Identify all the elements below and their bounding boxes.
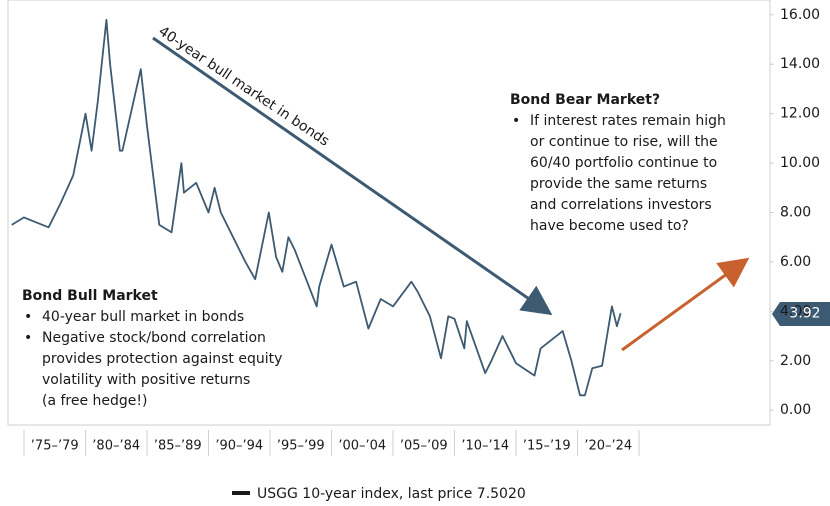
y-tick-label: 14.00: [780, 56, 820, 72]
x-band-label: ’75–’79: [31, 439, 79, 454]
x-band-label: ’05–’09: [400, 439, 448, 454]
annotation-text: or continue to rise, will the: [530, 134, 718, 150]
annotation-text: provides protection against equity: [42, 351, 282, 367]
annotation-text: 40-year bull market in bonds: [42, 309, 244, 325]
annotation-text: have become used to?: [530, 218, 689, 234]
x-band-label: ’00–’04: [338, 439, 386, 454]
annotation-title: Bond Bear Market?: [510, 92, 660, 108]
y-tick-label: 0.00: [780, 402, 811, 418]
annotation-text: 60/40 portfolio continue to: [530, 155, 717, 171]
annotation-text: and correlations investors: [530, 197, 712, 213]
x-band-label: ’20–’24: [584, 439, 632, 454]
x-band-label: ’85–’89: [154, 439, 202, 454]
annotation-text: If interest rates remain high: [530, 113, 726, 129]
annotation-text: (a free hedge!): [42, 393, 148, 409]
annotation-text: provide the same returns: [530, 176, 707, 192]
y-tick-label: 6.00: [780, 254, 811, 270]
annotation-title: Bond Bull Market: [22, 288, 158, 304]
y-tick-label: 2.00: [780, 353, 811, 369]
annotation-text: volatility with positive returns: [42, 372, 250, 388]
x-band-label: ’10–’14: [461, 439, 509, 454]
x-band-label: ’15–’19: [523, 439, 571, 454]
y-tick-label: 12.00: [780, 106, 820, 122]
last-value-tag: [772, 302, 830, 326]
x-band-label: ’95–’99: [277, 439, 325, 454]
y-tick-label: 8.00: [780, 205, 811, 221]
arrow-label: 40-year bull market in bonds: [156, 23, 333, 149]
x-band-label: ’80–’84: [92, 439, 140, 454]
y-tick-label: 4.00: [780, 303, 811, 319]
x-band-label: ’90–’94: [215, 439, 263, 454]
annotation-text: Negative stock/bond correlation: [42, 330, 266, 346]
y-tick-label: 16.00: [780, 7, 820, 23]
legend-label: USGG 10-year index, last price 7.5020: [257, 486, 526, 502]
bullet: •: [512, 113, 520, 129]
last-value-label: 3.92: [789, 305, 820, 321]
legend-swatch: [232, 491, 250, 495]
y-tick-label: 10.00: [780, 155, 820, 171]
line: [11, 18, 622, 397]
bull-arrow: [152, 36, 553, 316]
bear-arrow: [621, 257, 750, 352]
bullet: •: [24, 309, 32, 325]
bullet: •: [24, 330, 32, 346]
